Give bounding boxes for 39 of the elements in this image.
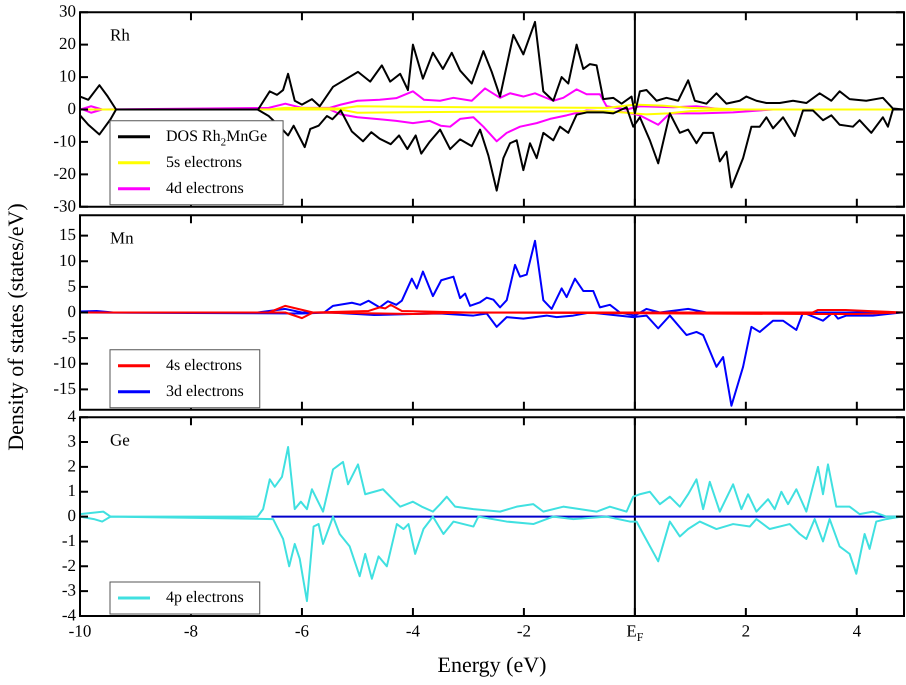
y-tick-label: -4: [62, 606, 76, 625]
y-axis-title: Density of states (states/eV): [3, 203, 29, 451]
y-tick-label: 0: [68, 506, 76, 526]
x-tick-label: 2: [742, 622, 750, 641]
y-tick-label: 0: [68, 98, 76, 118]
y-tick-label: 5: [68, 276, 76, 296]
y-tick-label: 3: [68, 432, 76, 451]
x-tick-label: -2: [516, 622, 531, 641]
x-tick-label: -6: [294, 622, 310, 641]
y-tick-label: -2: [62, 556, 76, 576]
y-tick-label: 10: [59, 250, 76, 270]
y-tick-label: 20: [59, 34, 76, 54]
legend-label: 5s electrons: [166, 154, 242, 172]
x-tick-label: -8: [184, 622, 198, 641]
y-tick-label: -20: [53, 164, 76, 183]
y-tick-label: -1: [62, 531, 76, 550]
y-tick-label: 15: [59, 224, 76, 244]
y-tick-label: 30: [59, 2, 76, 21]
legend-label: 3d electrons: [166, 382, 244, 400]
y-tick-label: 2: [68, 456, 76, 476]
x-tick-label: -4: [406, 622, 421, 641]
y-tick-label: 4: [68, 406, 76, 426]
y-tick-label: -3: [62, 580, 76, 600]
legend-label: 4s electrons: [166, 356, 242, 374]
x-axis-title: Energy (eV): [438, 652, 546, 678]
legend-label: 4d electrons: [166, 180, 244, 198]
y-tick-label: 10: [59, 66, 76, 86]
annotation: Mn: [110, 228, 134, 248]
annotation: Ge: [110, 430, 130, 450]
y-tick-label: 0: [68, 302, 76, 321]
y-tick-label: -15: [53, 378, 76, 398]
y-tick-label: -10: [53, 131, 76, 150]
y-tick-label: 1: [68, 482, 76, 501]
legend-label: 4p electrons: [166, 590, 244, 607]
y-tick-label: -10: [53, 352, 76, 372]
y-tick-label: -5: [62, 327, 76, 346]
y-tick-label: -30: [53, 196, 76, 216]
x-tick-label: 4: [852, 622, 862, 641]
annotation: Rh: [110, 26, 130, 45]
